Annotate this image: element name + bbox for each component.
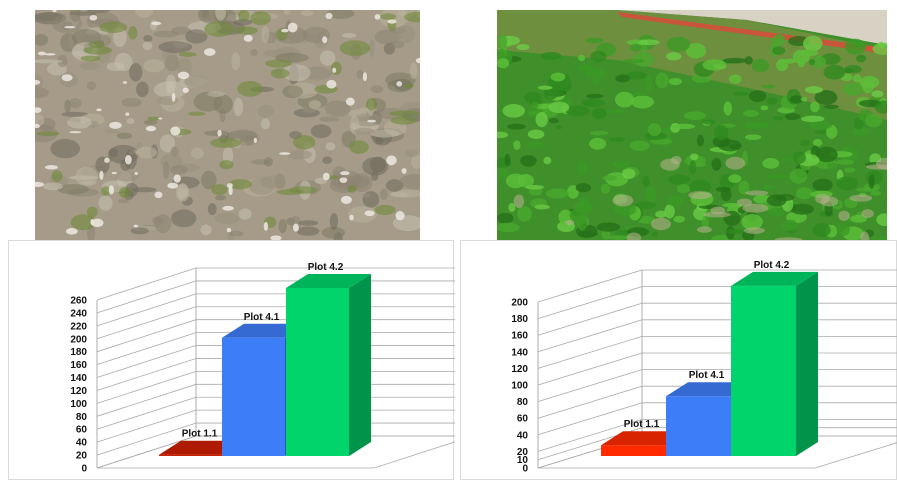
y-tick-label: 240 xyxy=(70,308,87,319)
bar-label: Plot 4.1 xyxy=(244,312,280,323)
y-tick-label: 100 xyxy=(70,399,87,410)
y-tick-label: 200 xyxy=(511,298,528,309)
y-tick-label: 140 xyxy=(70,373,87,384)
y-tick-label: 140 xyxy=(511,347,528,358)
y-tick-label: 120 xyxy=(511,364,528,375)
y-tick-label: 40 xyxy=(517,430,529,441)
bar-label: Plot 4.1 xyxy=(689,370,725,381)
y-tick-label: 160 xyxy=(511,331,528,342)
y-tick-label: 80 xyxy=(76,412,88,423)
y-tick-label: 100 xyxy=(511,381,528,392)
gridlines xyxy=(96,267,455,469)
y-tick-label: 120 xyxy=(70,386,87,397)
y-tick-label: 220 xyxy=(70,321,87,332)
y-tick-label: 10 xyxy=(517,455,529,466)
bar-plot-4-2 xyxy=(731,271,818,456)
y-tick-label: 260 xyxy=(70,296,87,307)
y-tick-label: 200 xyxy=(70,334,87,345)
chart-floor xyxy=(96,435,455,469)
y-tick-label: 60 xyxy=(76,425,88,436)
bar-plot-4-2 xyxy=(286,274,371,456)
chart-panel-left: 0 20 40 60 80 100 120 140 160 180 200 220 240 260 Plot… xyxy=(8,240,455,480)
bar-label: Plot 4.2 xyxy=(308,262,344,273)
bare-soil-photo xyxy=(35,10,420,240)
y-tick-label: 160 xyxy=(70,360,87,371)
chart-panel-right: 0 10 20 40 60 80 100 120 140 160 180 200 Plot 1.1 Plo… xyxy=(460,240,897,480)
y-tick-label: 40 xyxy=(76,438,88,449)
vegetated-plot-photo xyxy=(497,10,887,240)
bar-label: Plot 1.1 xyxy=(182,429,218,440)
y-tick-label: 20 xyxy=(517,447,529,458)
y-tick-label: 80 xyxy=(517,397,529,408)
y-tick-label: 0 xyxy=(81,464,87,475)
bar-label: Plot 1.1 xyxy=(624,419,660,430)
y-tick-label: 0 xyxy=(522,464,528,475)
y-tick-label: 20 xyxy=(76,451,88,462)
bar-label: Plot 4.2 xyxy=(754,260,790,271)
y-tick-label: 180 xyxy=(70,347,87,358)
y-tick-label: 180 xyxy=(511,314,528,325)
y-tick-label: 60 xyxy=(517,414,529,425)
